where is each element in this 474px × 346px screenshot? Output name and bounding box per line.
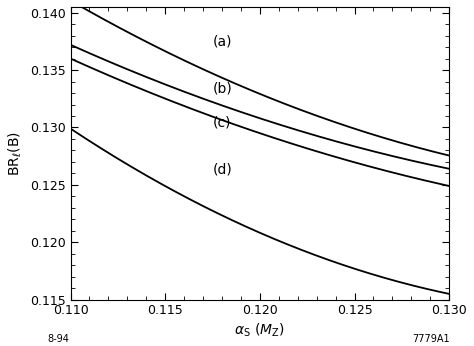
Text: (d): (d) xyxy=(212,163,232,177)
Text: 7779A1: 7779A1 xyxy=(413,334,450,344)
Text: (b): (b) xyxy=(212,81,232,95)
Text: 8-94: 8-94 xyxy=(47,334,69,344)
Text: (c): (c) xyxy=(212,116,231,130)
Text: (a): (a) xyxy=(212,34,232,48)
Y-axis label: BR$_\ell$(B): BR$_\ell$(B) xyxy=(7,131,24,176)
X-axis label: $\alpha_{\rm S}$ $(M_{\rm Z})$: $\alpha_{\rm S}$ $(M_{\rm Z})$ xyxy=(235,322,285,339)
